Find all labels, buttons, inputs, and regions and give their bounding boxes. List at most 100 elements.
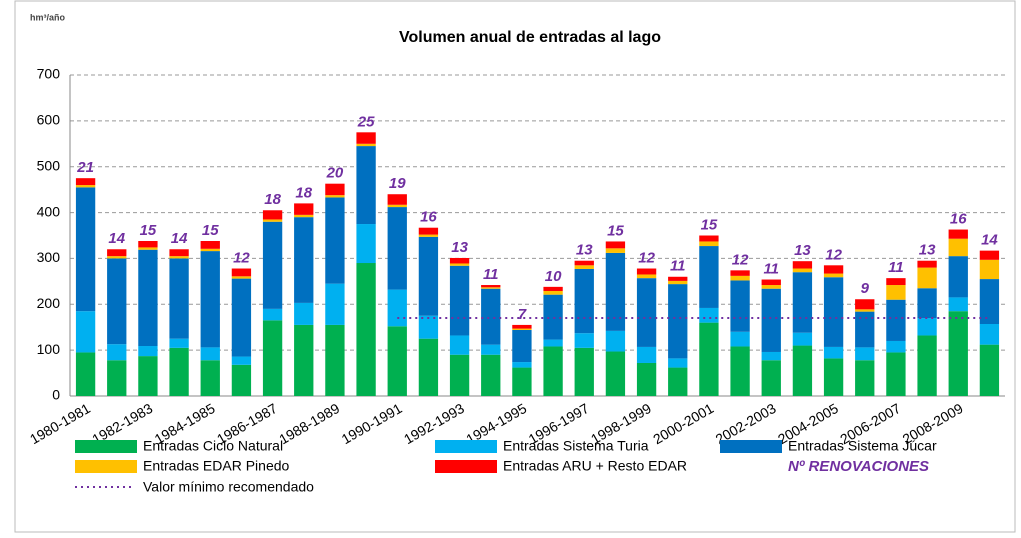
- bar-segment: [948, 297, 968, 312]
- bar-segment: [730, 331, 750, 347]
- bar-segment: [574, 268, 594, 334]
- bar-segment: [356, 143, 376, 147]
- renovation-label: 15: [607, 222, 624, 239]
- bar-segment: [823, 358, 844, 396]
- bar-segment: [294, 214, 314, 218]
- bar-segment: [979, 250, 1000, 260]
- bar-segment: [169, 338, 189, 348]
- renovation-label: 18: [295, 184, 312, 201]
- bar-segment: [200, 251, 220, 348]
- bar-segment: [855, 299, 875, 310]
- bar-segment: [449, 335, 470, 355]
- bar-segment: [917, 318, 937, 336]
- bar-segment: [169, 249, 189, 257]
- bar-segment: [855, 360, 875, 396]
- bar-segment: [262, 221, 283, 309]
- bar-segment: [792, 332, 813, 346]
- bar-segment: [886, 352, 906, 396]
- bar-segment: [823, 273, 844, 278]
- bar-segment: [512, 328, 532, 330]
- bar-segment: [574, 347, 594, 396]
- y-tick-label: 600: [37, 112, 61, 128]
- bar-segment: [886, 299, 906, 341]
- bar-segment: [481, 354, 501, 396]
- bar-segment: [418, 234, 439, 237]
- bar-segment: [231, 276, 252, 279]
- bar-segment: [730, 346, 750, 396]
- bar-segment: [294, 324, 314, 396]
- bar-segment: [543, 286, 563, 291]
- bar-segment: [449, 354, 470, 396]
- renovation-label: 14: [981, 232, 998, 249]
- bar-segment: [325, 197, 345, 284]
- bar-segment: [356, 132, 376, 144]
- bar-segment: [823, 277, 844, 347]
- bar-segment: [169, 258, 189, 339]
- bar-segment: [792, 261, 813, 269]
- bar-segment: [325, 324, 345, 396]
- renovation-label: 14: [171, 230, 188, 247]
- y-tick-label: 500: [37, 157, 61, 173]
- renovation-label: 15: [202, 222, 219, 239]
- bar-segment: [855, 347, 875, 361]
- bar-segment: [699, 307, 719, 323]
- legend-label: Entradas Ciclo Natural: [143, 438, 283, 454]
- renovation-label: 7: [518, 306, 527, 323]
- bar-segment: [886, 278, 906, 286]
- bar-segment: [605, 330, 626, 352]
- legend-label: Entradas Sistema Júcar: [788, 438, 937, 454]
- renovation-label: 21: [76, 159, 94, 176]
- bar-segment: [668, 276, 688, 281]
- bar-segment: [574, 333, 594, 348]
- bar-segment: [668, 367, 688, 396]
- bar-segment: [200, 248, 220, 252]
- y-tick-label: 200: [37, 295, 61, 311]
- renovation-label: 11: [670, 258, 686, 275]
- bar-segment: [636, 278, 657, 347]
- bar-segment: [636, 268, 657, 275]
- bar-segment: [107, 258, 127, 345]
- bar-segment: [481, 288, 501, 345]
- bar-segment: [823, 346, 844, 359]
- bar-segment: [138, 249, 158, 347]
- renovation-label: 12: [732, 251, 749, 268]
- renovation-label: 9: [861, 280, 870, 297]
- bar-segment: [387, 207, 407, 290]
- bar-segment: [387, 204, 407, 208]
- bar-segment: [761, 279, 781, 286]
- bar-segment: [449, 263, 470, 266]
- bar-segment: [387, 289, 407, 327]
- bar-segment: [855, 309, 875, 312]
- bar-segment: [730, 275, 750, 281]
- bar-segment: [761, 351, 781, 361]
- legend-label: Entradas EDAR Pinedo: [143, 458, 290, 474]
- renovation-label: 11: [483, 266, 499, 283]
- bar-segment: [325, 183, 345, 196]
- bar-segment: [730, 280, 750, 332]
- renovation-label: 12: [233, 249, 250, 266]
- renovation-label: 20: [326, 165, 344, 182]
- legend-swatch: [75, 440, 137, 453]
- bar-segment: [449, 257, 470, 264]
- bar-segment: [356, 224, 376, 264]
- bar-segment: [512, 324, 532, 329]
- renovation-label: 16: [950, 211, 967, 228]
- bar-segment: [574, 260, 594, 266]
- bar-segment: [169, 256, 189, 259]
- bar-segment: [169, 347, 189, 396]
- bar-segment: [75, 178, 96, 186]
- bar-segment: [636, 274, 657, 279]
- bar-segment: [636, 362, 657, 396]
- renovation-label: 13: [576, 242, 593, 259]
- bar-segment: [325, 283, 345, 325]
- bar-segment: [699, 235, 719, 242]
- bar-segment: [917, 335, 937, 396]
- bar-segment: [948, 311, 968, 396]
- bar-segment: [979, 259, 1000, 280]
- renovation-label: 19: [389, 175, 406, 192]
- bar-segment: [979, 344, 1000, 396]
- bar-segment: [294, 217, 314, 303]
- y-tick-label: 700: [37, 66, 61, 82]
- legend-label: Entradas ARU + Resto EDAR: [503, 458, 687, 474]
